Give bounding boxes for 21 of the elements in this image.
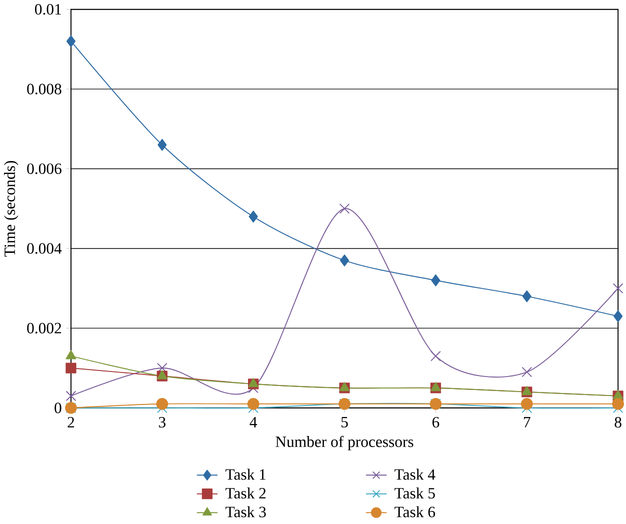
x-tick-label: 6 bbox=[432, 417, 440, 428]
y-tick-label: 0.008 bbox=[27, 84, 62, 95]
x-axis-title: Number of processors bbox=[276, 436, 414, 450]
y-axis-title: Time (seconds) bbox=[4, 161, 18, 257]
x-tick-label: 7 bbox=[524, 417, 530, 428]
y-tick-label: 0.002 bbox=[27, 322, 62, 334]
legend-label: Task 1 bbox=[226, 468, 266, 480]
y-tick-label: 0.006 bbox=[27, 164, 62, 174]
legend-label: Task 5 bbox=[394, 488, 435, 499]
x-tick-label: 4 bbox=[250, 417, 258, 428]
x-tick-label: 8 bbox=[614, 417, 622, 428]
x-tick-label: 5 bbox=[342, 417, 348, 428]
legend-label: Task 4 bbox=[394, 468, 436, 480]
y-tick-label: 0.01 bbox=[35, 4, 61, 15]
x-tick-label: 2 bbox=[68, 417, 74, 428]
legend-label: Task 2 bbox=[226, 488, 266, 499]
legend-label: Task 6 bbox=[394, 506, 436, 518]
x-tick-label: 3 bbox=[158, 417, 166, 428]
y-tick-label: 0.004 bbox=[27, 243, 62, 254]
y-tick-label: 0 bbox=[54, 402, 62, 414]
legend-label: Task 3 bbox=[226, 506, 266, 518]
